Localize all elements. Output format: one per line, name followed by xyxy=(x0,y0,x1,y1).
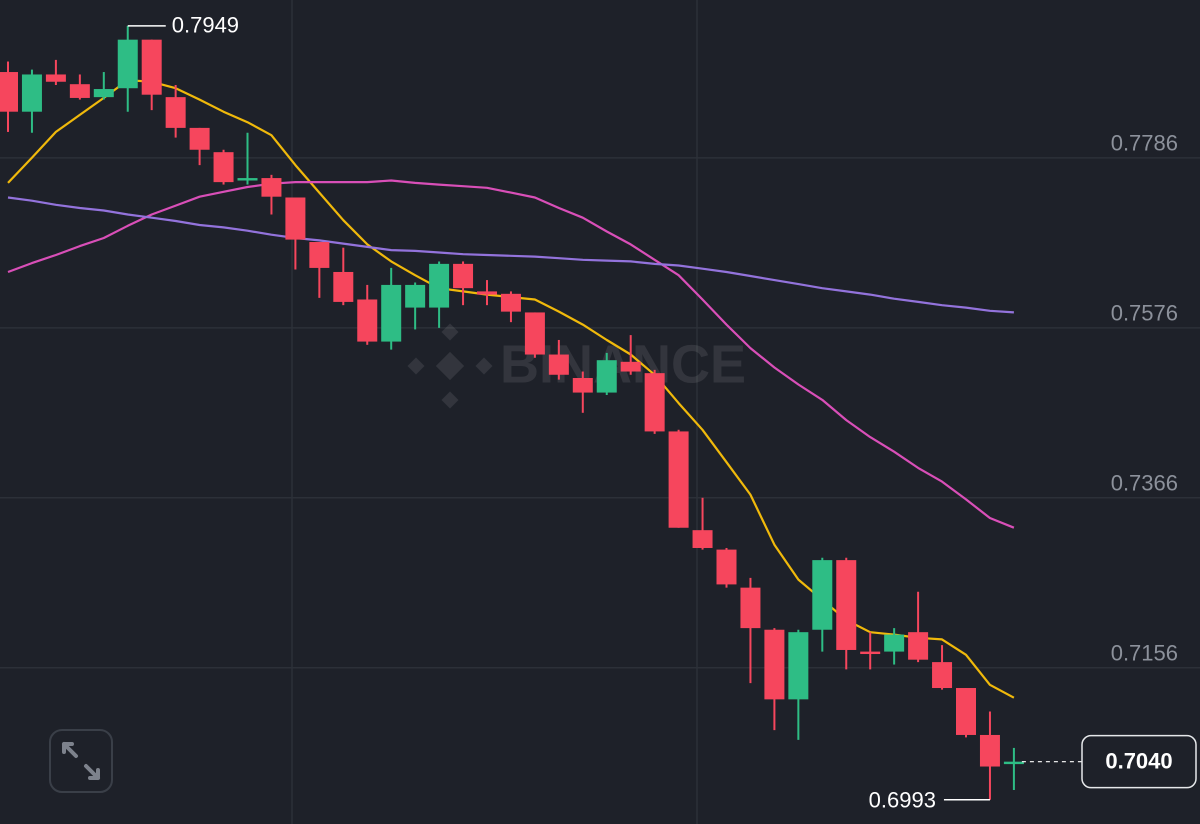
candle-body xyxy=(572,378,593,393)
moving-average-line xyxy=(7,196,1014,314)
candle-body xyxy=(668,431,689,528)
candle-body xyxy=(453,263,474,289)
candle-body xyxy=(860,651,881,655)
candle-body xyxy=(477,291,497,295)
last-price-label: 0.7040 xyxy=(1105,748,1172,773)
candle-body xyxy=(93,89,114,98)
candle-body xyxy=(548,354,569,375)
candle-body xyxy=(333,271,354,302)
last-price-box xyxy=(1081,734,1197,789)
moving-average-line xyxy=(7,179,1015,529)
candle-body xyxy=(908,632,929,660)
annotations: 0.7949 0.6993 0.7040 xyxy=(127,13,1197,813)
y-tick-label: 0.7576 xyxy=(1111,301,1178,326)
candle-body xyxy=(261,178,282,197)
candle-body xyxy=(189,127,210,150)
candle-body xyxy=(500,293,521,312)
candle-body xyxy=(524,312,545,355)
candle-body xyxy=(213,152,234,183)
candle-body xyxy=(381,284,402,342)
candle-body xyxy=(692,530,713,548)
candle-body xyxy=(45,74,66,82)
candle-body xyxy=(956,688,976,735)
y-tick-label: 0.7366 xyxy=(1111,471,1178,496)
candle-body xyxy=(117,39,138,89)
candle-body xyxy=(237,178,258,181)
candle-body xyxy=(596,360,617,393)
candle-body xyxy=(1003,761,1024,765)
candle-body xyxy=(788,632,809,700)
high-label: 0.7949 xyxy=(172,13,239,38)
candle-body xyxy=(309,242,330,268)
candle-body xyxy=(764,629,785,700)
candle-body xyxy=(357,299,378,342)
candle-body xyxy=(620,361,641,372)
candle-body xyxy=(69,84,90,98)
candle-body xyxy=(285,197,306,240)
expand-button-frame[interactable] xyxy=(49,729,113,793)
low-label: 0.6993 xyxy=(869,788,936,813)
expand-button[interactable] xyxy=(49,729,113,793)
candle-body xyxy=(429,263,450,308)
candle-body xyxy=(165,97,186,128)
candle-body xyxy=(21,74,42,112)
candle-body xyxy=(740,587,761,629)
candle-body xyxy=(716,549,737,585)
candle-body xyxy=(884,634,905,652)
marks xyxy=(0,25,1024,800)
candle-body xyxy=(932,662,953,689)
candle-body xyxy=(644,373,665,432)
expand-icon[interactable] xyxy=(62,742,100,780)
candle-body xyxy=(141,39,162,95)
candle-body xyxy=(0,72,18,112)
candle-body xyxy=(405,284,426,308)
candle-body xyxy=(812,560,833,630)
candle-body xyxy=(836,560,857,650)
y-tick-label: 0.7156 xyxy=(1111,641,1178,666)
y-tick-label: 0.7786 xyxy=(1111,131,1178,156)
candle-body xyxy=(979,734,1000,767)
